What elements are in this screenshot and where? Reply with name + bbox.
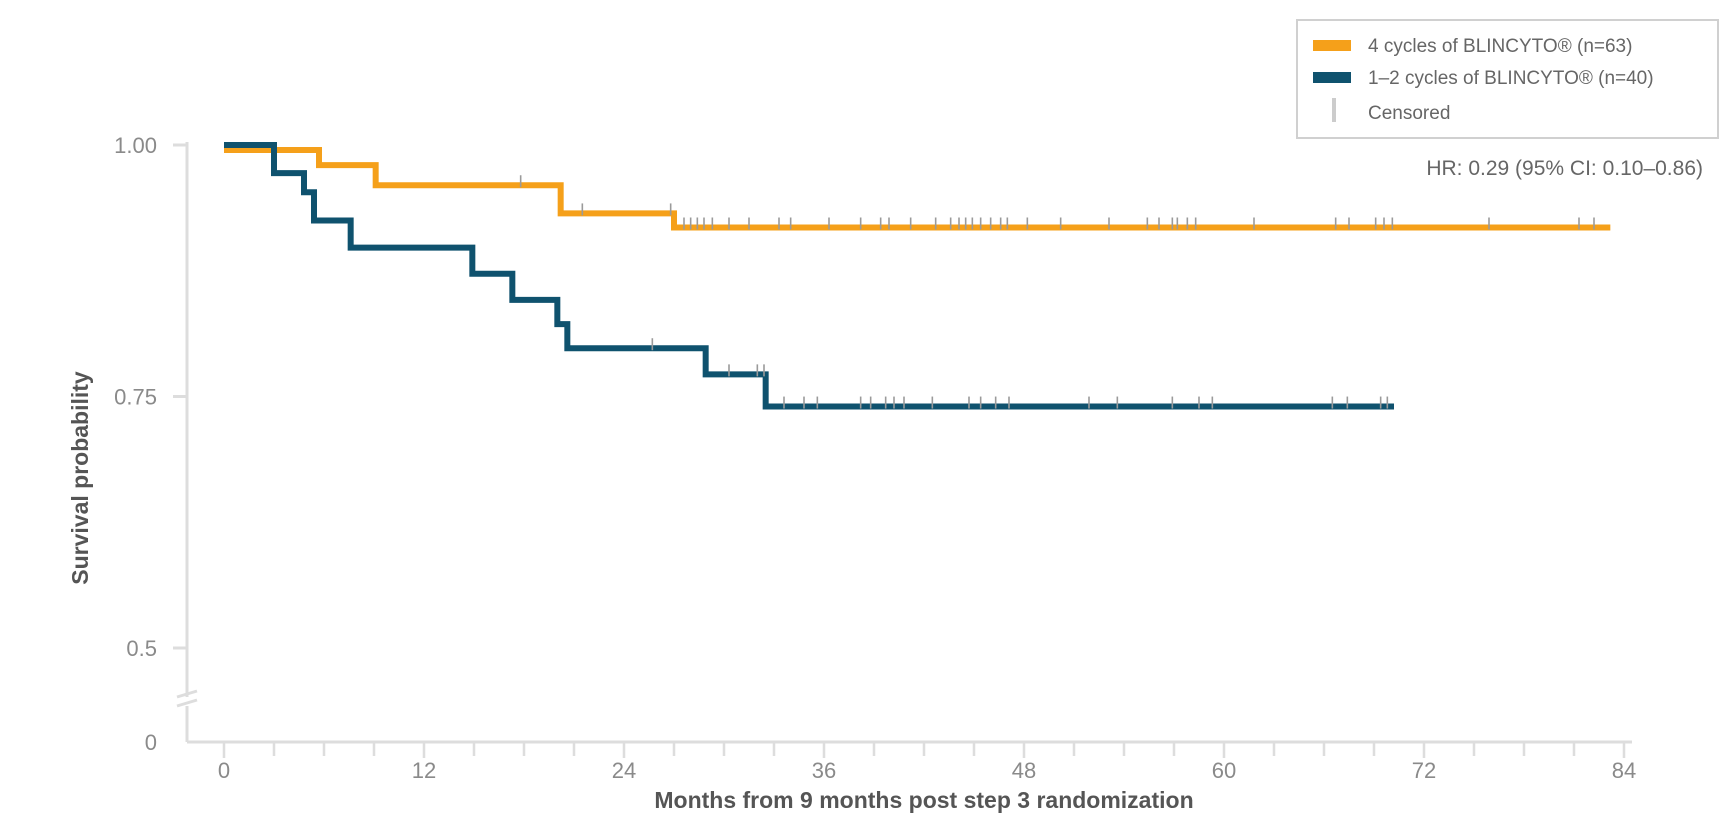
y-axis-break-mark [176, 698, 198, 708]
x-tick-label: 36 [812, 758, 836, 783]
censor-marks [519, 175, 1595, 409]
x-tick-label: 72 [1412, 758, 1436, 783]
x-tick-label: 84 [1612, 758, 1636, 783]
legend: 4 cycles of BLINCYTO® (n=63) 1–2 cycles … [1296, 19, 1719, 139]
axes: 1.00 0.75 0.5 0 0 12 24 36 48 60 72 84 [114, 133, 1636, 783]
legend-label-4-cycles: 4 cycles of BLINCYTO® (n=63) [1368, 36, 1632, 57]
y-tick-label: 0 [145, 730, 157, 755]
legend-swatch-4-cycles [1313, 40, 1351, 51]
legend-label-censored: Censored [1368, 103, 1450, 124]
x-tick-label: 60 [1212, 758, 1236, 783]
y-axis-break-mark [176, 689, 198, 699]
x-tick-label: 0 [218, 758, 230, 783]
x-axis-title: Months from 9 months post step 3 randomi… [654, 787, 1193, 813]
hazard-ratio-annotation: HR: 0.29 (95% CI: 0.10–0.86) [1426, 157, 1703, 180]
y-axis-title: Survival probability [67, 371, 93, 585]
y-tick-label: 1.00 [114, 133, 157, 158]
survival-curve-4-cycles [224, 147, 1611, 231]
x-tick-label: 12 [412, 758, 436, 783]
x-tick-label: 24 [612, 758, 636, 783]
legend-swatch-censored [1332, 98, 1336, 122]
legend-label-1-2-cycles: 1–2 cycles of BLINCYTO® (n=40) [1368, 68, 1654, 89]
legend-swatch-1-2-cycles [1313, 72, 1351, 83]
survival-curves [224, 142, 1611, 410]
y-tick-label: 0.75 [114, 385, 157, 410]
survival-curve-1-2-cycles [224, 142, 1394, 410]
x-tick-label: 48 [1012, 758, 1036, 783]
legend-box [1296, 19, 1719, 139]
y-tick-label: 0.5 [126, 636, 157, 661]
